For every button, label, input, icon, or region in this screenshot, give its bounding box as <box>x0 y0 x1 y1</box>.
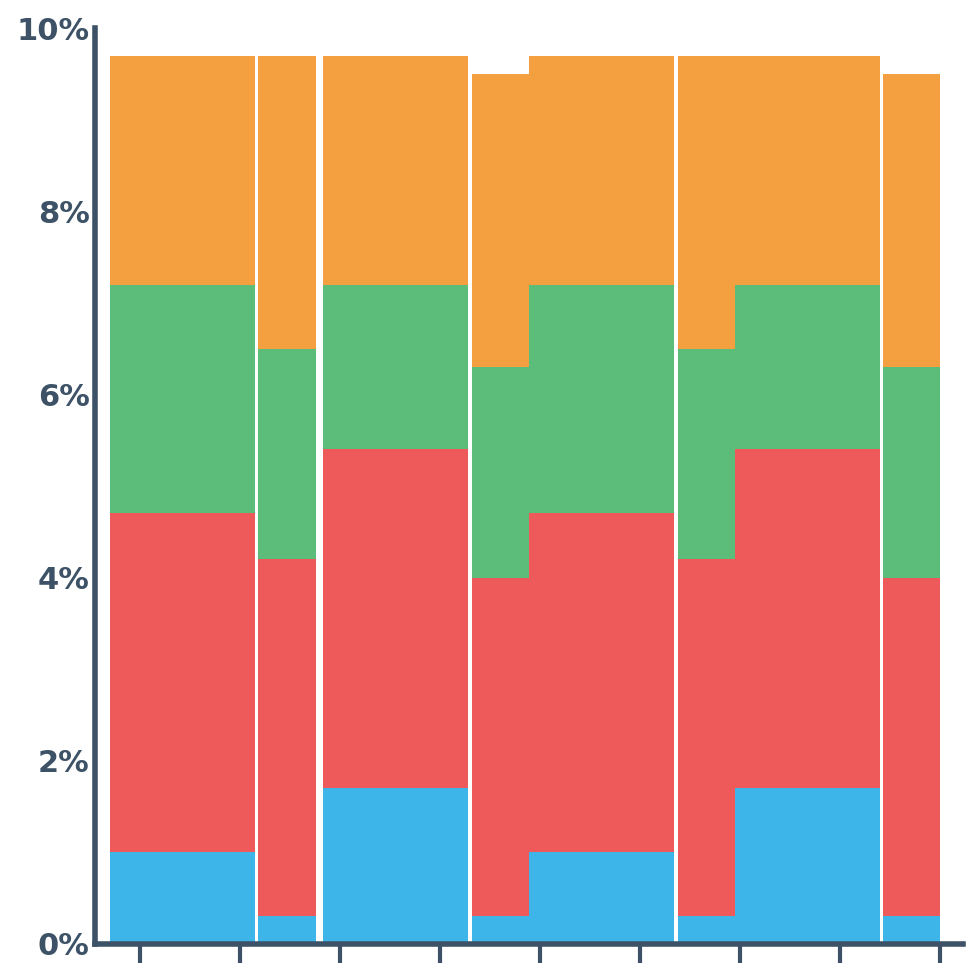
Bar <box>677 349 735 560</box>
Bar <box>110 56 255 284</box>
Bar <box>471 367 529 577</box>
Bar <box>259 560 316 916</box>
Bar <box>677 560 735 916</box>
Bar <box>677 56 735 349</box>
Bar <box>323 450 468 788</box>
Bar <box>529 514 674 853</box>
Bar <box>529 853 674 944</box>
Bar <box>471 577 529 916</box>
Bar <box>323 788 468 944</box>
Bar <box>883 577 941 916</box>
Bar <box>259 916 316 944</box>
Bar <box>735 56 879 284</box>
Bar <box>110 514 255 853</box>
Bar <box>323 284 468 450</box>
Bar <box>471 916 529 944</box>
Bar <box>110 853 255 944</box>
Bar <box>883 916 941 944</box>
Bar <box>735 284 879 450</box>
Bar <box>735 450 879 788</box>
Bar <box>883 367 941 577</box>
Bar <box>529 284 674 514</box>
Bar <box>471 74 529 367</box>
Bar <box>735 788 879 944</box>
Bar <box>110 284 255 514</box>
Bar <box>677 916 735 944</box>
Bar <box>323 56 468 284</box>
Bar <box>529 56 674 284</box>
Bar <box>259 56 316 349</box>
Bar <box>883 74 941 367</box>
Bar <box>259 349 316 560</box>
